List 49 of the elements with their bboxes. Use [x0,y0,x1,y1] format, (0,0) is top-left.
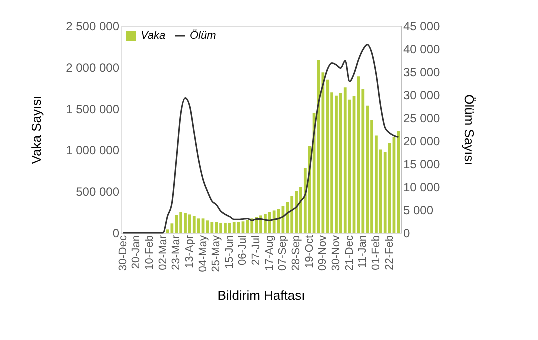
x-tick-label: 07-Sep [277,236,290,271]
y-tick-label: 2 500 000 [66,20,120,34]
y-tick-label: 2 000 000 [66,60,120,75]
bar [197,218,200,233]
legend-label: Ölüm [190,29,216,42]
y2-axis-title: Ölüm Sayısı [462,94,478,166]
line-series [122,44,400,234]
legend-label: Vaka [141,30,166,42]
bar [210,222,214,233]
y-tick-label: 1 500 000 [66,102,120,116]
x-tick-label: 20-Jan [130,236,143,270]
y2-tick-label: 25 000 [404,112,441,126]
bar [272,210,276,233]
y2-tick-label: 30 000 [404,88,441,102]
y2-tick-label: 10 000 [404,180,441,194]
x-tick-label: 27-Jul [250,236,263,266]
bar [232,222,236,233]
x-axis-title: Bildirim Haftası [218,288,306,304]
x-tick-label: 22-Feb [384,236,396,270]
y2-tick-label: 35 000 [404,66,441,80]
x-tick-label: 19-Oct [304,236,316,269]
x-tick-label: 04-May [197,235,210,272]
y2-tick-label: 0 [404,226,410,240]
x-tick-label: 09-Nov [317,235,330,271]
x-tick-label: 30-Nov [330,235,342,271]
x-tick-label: 11-Jan [357,236,370,268]
x-tick-label: 10-Feb [144,236,156,270]
y-tick-label: 1 000 000 [66,144,120,158]
bar [397,131,400,233]
bar [246,220,250,233]
x-tick-label: 23-Mar [170,235,183,270]
x-tick-label: 01-Feb [370,236,382,270]
y2-tick-label: 45 000 [404,20,441,34]
x-tick-label: 06-Jul [237,236,250,266]
y2-tick-label: 5 000 [404,204,434,218]
x-tick-label: 02-Mar [157,235,170,270]
x-tick-label: 30-Dec [117,235,130,271]
y2-tick-label: 20 000 [404,134,441,148]
x-tick-label: 13-Apr [184,235,196,269]
y2-tick-label: 15 000 [404,158,441,172]
x-tick-label: 17-Aug [264,236,276,271]
y-tick-label: 500 000 [76,185,120,200]
x-tick-label: 28-Sep [290,236,303,271]
x-tick-label: 25-May [210,235,223,272]
y-axis-title: Vaka Sayısı [29,96,44,164]
x-tick-label: 21-Dec [344,235,356,271]
y2-tick-label: 40 000 [404,42,441,56]
x-tick-label: 15-Jun [224,236,236,270]
y-tick-label: 0 [112,226,120,240]
